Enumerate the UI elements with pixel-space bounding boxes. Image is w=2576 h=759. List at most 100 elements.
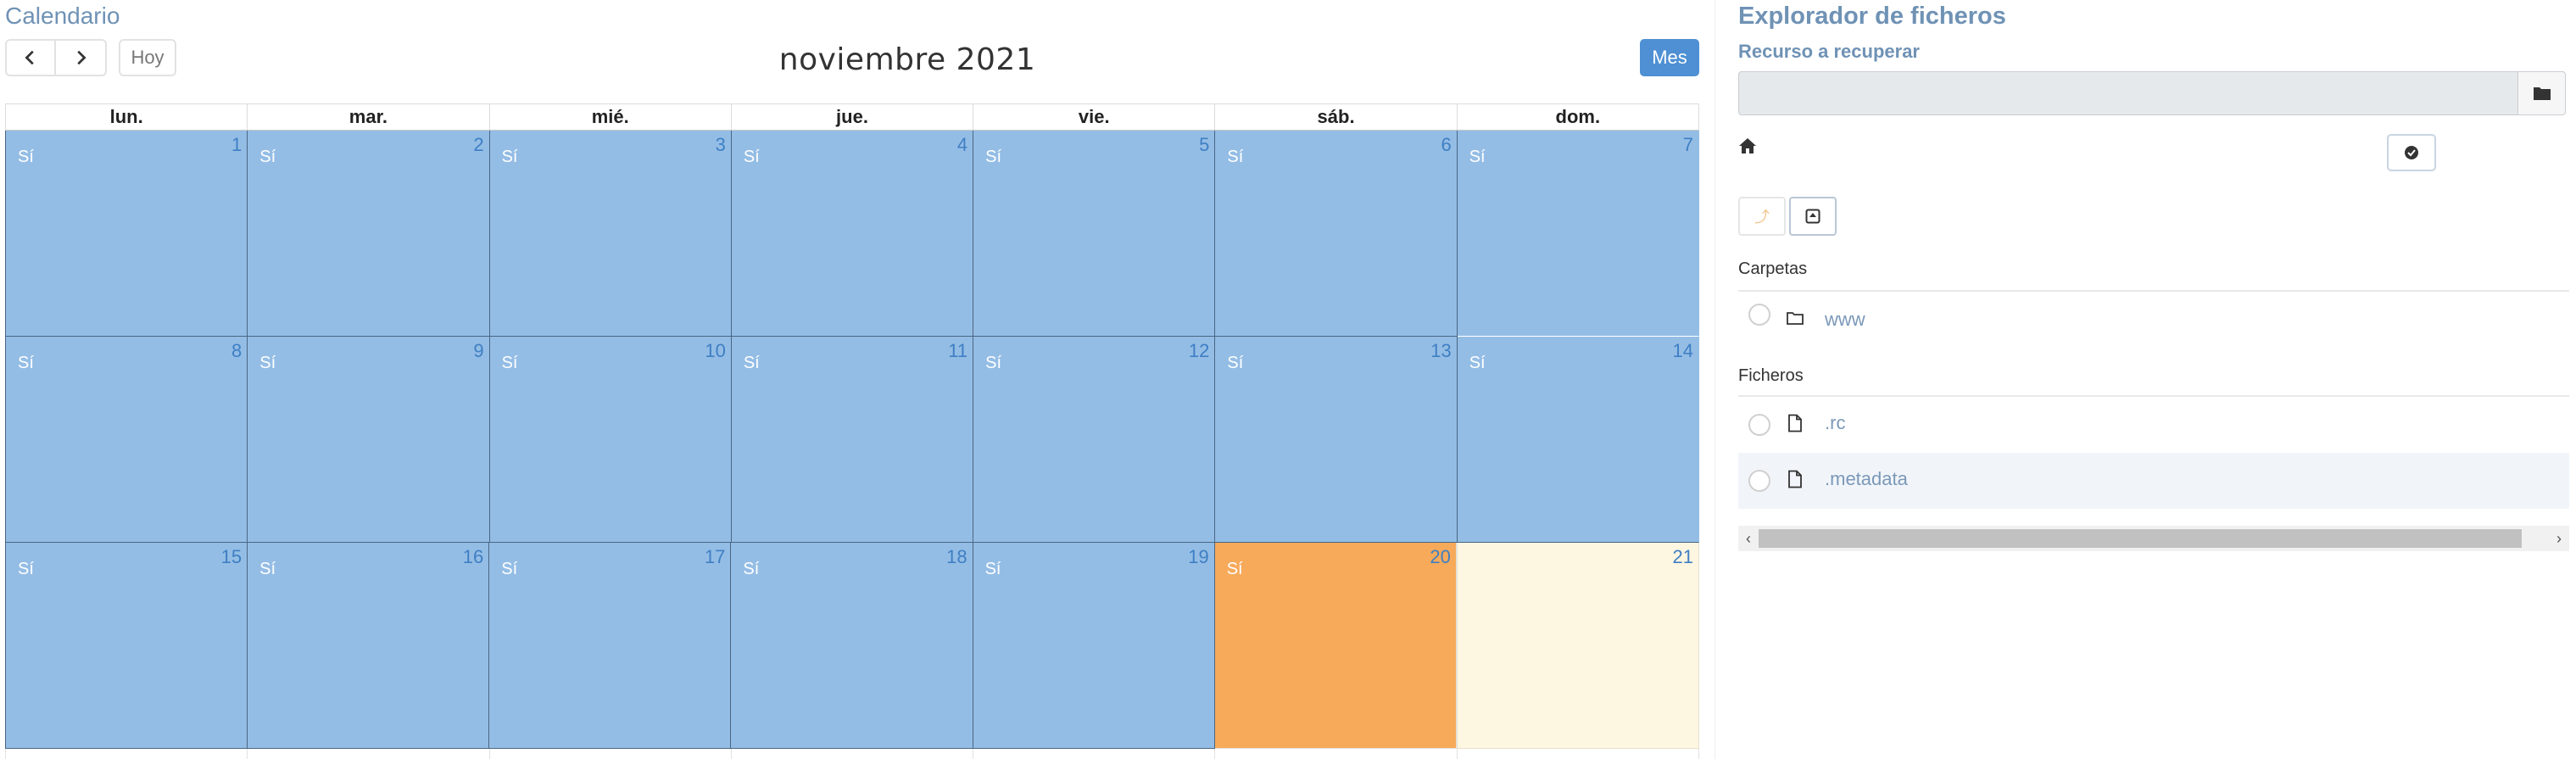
day-cell-partial <box>488 749 731 759</box>
event-label[interactable]: Sí <box>501 148 518 166</box>
folders-divider <box>1738 290 2569 292</box>
day-cell[interactable]: Sí 9 <box>248 337 490 543</box>
event-label[interactable]: Sí <box>743 560 760 578</box>
day-cell[interactable]: Sí 2 <box>248 131 490 337</box>
expand-square-icon <box>1805 209 1820 224</box>
event-label[interactable]: Sí <box>984 560 1001 578</box>
file-radio[interactable] <box>1748 414 1770 436</box>
day-cell[interactable]: Sí 14 <box>1457 337 1699 543</box>
day-number[interactable]: 3 <box>715 134 726 155</box>
event-label[interactable]: Sí <box>501 354 518 372</box>
event-label[interactable]: Sí <box>1227 148 1244 166</box>
folder-row[interactable]: www <box>1738 292 2569 348</box>
file-icon <box>1788 414 1802 433</box>
event-label[interactable]: Sí <box>985 354 1002 372</box>
day-cell[interactable]: Sí 10 <box>489 337 732 543</box>
day-cell[interactable]: Sí 6 <box>1215 131 1458 337</box>
day-number[interactable]: 15 <box>220 546 243 567</box>
horizontal-scrollbar[interactable]: ‹ › <box>1738 526 2569 551</box>
day-number[interactable]: 13 <box>1430 340 1452 361</box>
day-cell[interactable]: Sí 12 <box>973 337 1216 543</box>
folder-name[interactable]: www <box>1825 309 1865 330</box>
day-number[interactable]: 11 <box>948 340 968 361</box>
month-title: noviembre 2021 <box>778 42 1036 77</box>
chevron-right-icon <box>77 50 86 65</box>
day-cell[interactable]: Sí 15 <box>5 543 248 749</box>
expand-button[interactable] <box>1789 197 1837 236</box>
month-view-button[interactable]: Mes <box>1640 39 1699 76</box>
event-label[interactable]: Sí <box>18 354 34 372</box>
day-number[interactable]: 4 <box>956 134 968 155</box>
level-up-button[interactable]: ⤴ <box>1738 197 1786 236</box>
day-number[interactable]: 16 <box>462 546 484 567</box>
day-cell-partial <box>730 749 973 759</box>
resource-input[interactable] <box>1738 71 2518 115</box>
weekday-label: dom. <box>1456 104 1698 130</box>
scrollbar-thumb[interactable] <box>1759 529 2522 548</box>
scroll-right-icon[interactable]: › <box>2556 529 2562 547</box>
event-label[interactable]: Sí <box>259 148 276 166</box>
scroll-left-icon[interactable]: ‹ <box>1746 529 1751 547</box>
event-label[interactable]: Sí <box>501 560 518 578</box>
event-label[interactable]: Sí <box>259 560 276 578</box>
day-cell[interactable]: Sí 7 <box>1457 131 1699 337</box>
weekday-label: sáb. <box>1214 104 1456 130</box>
event-label[interactable]: Sí <box>1469 148 1486 166</box>
day-cell[interactable]: Sí 4 <box>731 131 974 337</box>
file-row[interactable]: .metadata <box>1738 453 2569 509</box>
day-number[interactable]: 12 <box>1188 340 1210 361</box>
day-cell-highlighted[interactable]: Sí 20 <box>1214 543 1457 749</box>
day-cell[interactable]: Sí 11 <box>731 337 974 543</box>
home-icon[interactable] <box>1738 137 1757 154</box>
folder-radio[interactable] <box>1748 304 1770 326</box>
day-number[interactable]: 17 <box>704 546 726 567</box>
event-label[interactable]: Sí <box>1226 560 1243 578</box>
file-name[interactable]: .rc <box>1825 412 1846 433</box>
day-number[interactable]: 21 <box>1672 546 1693 567</box>
day-cell[interactable]: Sí 1 <box>5 131 248 337</box>
event-label[interactable]: Sí <box>1227 354 1244 372</box>
day-number[interactable]: 18 <box>946 546 967 567</box>
day-cell[interactable]: Sí 8 <box>5 337 248 543</box>
calendar-week: Sí 15 Sí 16 Sí 17 Sí 18 Sí 19 Sí 20 21 <box>5 543 1699 749</box>
day-number[interactable]: 20 <box>1430 546 1451 567</box>
browse-button[interactable] <box>2518 71 2566 115</box>
day-cell[interactable]: Sí 5 <box>973 131 1216 337</box>
event-label[interactable]: Sí <box>985 148 1002 166</box>
day-cell[interactable]: Sí 17 <box>489 543 732 749</box>
day-number[interactable]: 5 <box>1199 134 1210 155</box>
event-label[interactable]: Sí <box>18 560 34 578</box>
day-cell[interactable]: Sí 19 <box>973 543 1215 749</box>
chevron-left-icon <box>25 50 34 65</box>
day-cell[interactable]: Sí 18 <box>731 543 973 749</box>
previous-month-button[interactable] <box>5 39 56 76</box>
event-label[interactable]: Sí <box>1469 354 1486 372</box>
next-month-button[interactable] <box>56 39 107 76</box>
file-radio[interactable] <box>1748 470 1770 492</box>
day-cell[interactable]: Sí 16 <box>248 543 490 749</box>
confirm-button[interactable] <box>2387 134 2436 171</box>
day-number[interactable]: 6 <box>1441 134 1452 155</box>
event-label[interactable]: Sí <box>743 148 760 166</box>
event-label[interactable]: Sí <box>259 354 276 372</box>
day-number[interactable]: 7 <box>1682 134 1693 155</box>
calendar-week: Sí 1 Sí 2 Sí 3 Sí 4 Sí 5 Sí 6 Sí 7 <box>5 131 1699 337</box>
day-number[interactable]: 8 <box>231 340 243 361</box>
today-button[interactable]: Hoy <box>119 39 176 76</box>
day-number[interactable]: 19 <box>1188 546 1209 567</box>
day-number[interactable]: 14 <box>1672 340 1693 361</box>
day-number[interactable]: 1 <box>231 134 243 155</box>
day-number[interactable]: 10 <box>705 340 726 361</box>
day-cell[interactable]: Sí 13 <box>1215 337 1458 543</box>
weekday-label: lun. <box>109 106 143 127</box>
event-label[interactable]: Sí <box>18 148 34 166</box>
event-label[interactable]: Sí <box>743 354 760 372</box>
day-cell[interactable]: Sí 3 <box>489 131 732 337</box>
file-name[interactable]: .metadata <box>1825 468 1908 489</box>
explorer-title: Explorador de ficheros <box>1738 3 2006 30</box>
day-number[interactable]: 9 <box>473 340 484 361</box>
day-cell-today[interactable]: 21 <box>1456 543 1699 749</box>
day-cell-partial <box>247 749 488 759</box>
file-row[interactable]: .rc <box>1738 397 2569 453</box>
day-number[interactable]: 2 <box>473 134 484 155</box>
